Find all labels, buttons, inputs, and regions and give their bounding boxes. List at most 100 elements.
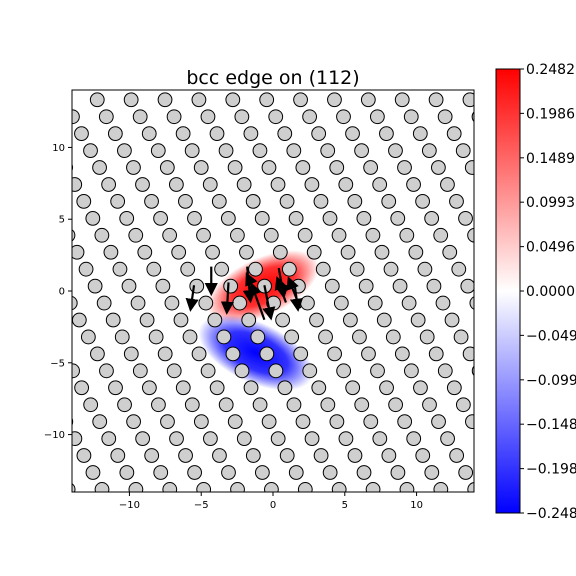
atom-marker xyxy=(483,195,497,209)
atom-marker xyxy=(297,482,313,492)
atom-marker xyxy=(72,417,74,426)
atom-marker xyxy=(153,465,169,480)
atom-marker xyxy=(322,210,338,226)
atom-marker xyxy=(349,261,365,277)
atom-marker xyxy=(365,227,381,243)
atom-marker xyxy=(209,126,225,142)
atom-marker xyxy=(132,109,148,125)
atom-marker xyxy=(446,380,462,396)
atom-marker xyxy=(354,397,370,413)
atom-marker xyxy=(202,177,218,192)
atom-marker xyxy=(425,90,429,91)
atom-marker xyxy=(394,346,410,362)
atom-marker xyxy=(72,363,80,379)
atom-marker xyxy=(83,143,98,158)
atom-marker xyxy=(216,329,232,345)
atom-marker xyxy=(442,244,458,260)
atom-marker xyxy=(52,466,66,480)
atom-marker xyxy=(198,295,214,311)
atom-marker xyxy=(315,261,331,277)
colorbar-ticks: 0.2482 0.1986 0.1489 0.0993 0.0496 0.0000 −0.0… xyxy=(520,62,576,522)
atom-marker xyxy=(119,465,135,480)
y-axis: −10 −5 0 5 10 xyxy=(44,143,72,441)
atom-marker xyxy=(484,449,498,463)
atom-marker xyxy=(397,414,413,430)
atom-marker xyxy=(166,363,182,379)
atom-marker xyxy=(318,329,333,345)
atom-marker xyxy=(50,398,64,412)
atom-marker xyxy=(369,109,385,125)
atom-marker xyxy=(86,90,90,91)
atom-marker xyxy=(200,363,216,379)
displacement-arrows xyxy=(185,266,304,321)
atom-marker xyxy=(404,363,419,379)
atom-marker xyxy=(374,244,390,260)
atom-marker xyxy=(225,92,241,108)
atom-marker xyxy=(175,380,191,396)
atom-marker xyxy=(110,448,126,463)
displacement-arrow xyxy=(274,276,288,303)
atom-marker xyxy=(270,431,286,446)
atom-marker xyxy=(151,397,166,413)
atom-marker xyxy=(243,380,259,396)
atom-marker xyxy=(108,380,123,396)
colorbar-tick-label: −0.2482 xyxy=(526,506,576,522)
colorbar-tick-label: −0.0993 xyxy=(526,373,576,389)
atom-marker xyxy=(76,448,92,463)
atom-marker xyxy=(277,126,293,142)
atom-marker xyxy=(214,261,229,277)
atom-marker xyxy=(467,482,474,492)
atom-marker xyxy=(284,329,300,345)
atom-marker xyxy=(426,278,442,294)
atom-marker xyxy=(347,194,363,209)
colorbar-tick-label: 0.0000 xyxy=(526,284,575,300)
atom-marker xyxy=(94,482,110,492)
atom-marker xyxy=(112,261,128,277)
atom-marker xyxy=(309,312,324,328)
atom-marker xyxy=(218,397,234,413)
atom-marker xyxy=(424,210,440,226)
atom-marker xyxy=(146,261,162,277)
atom-marker xyxy=(435,295,451,311)
atom-marker xyxy=(90,346,105,362)
atom-marker xyxy=(279,194,295,209)
atom-marker xyxy=(137,244,153,260)
atom-marker xyxy=(230,227,245,243)
atom-marker xyxy=(451,261,467,277)
atom-marker xyxy=(72,244,85,260)
atom-marker xyxy=(459,90,463,91)
atom-marker xyxy=(164,295,180,311)
atom-marker xyxy=(392,278,408,294)
atom-marker xyxy=(117,397,132,413)
atom-marker xyxy=(394,92,410,108)
atom-marker xyxy=(390,210,406,226)
atom-marker xyxy=(178,194,193,209)
atom-marker xyxy=(128,482,144,492)
atom-marker xyxy=(72,483,76,492)
atom-marker xyxy=(171,244,187,260)
atom-marker xyxy=(141,380,157,396)
atom-marker xyxy=(85,465,101,480)
atom-marker xyxy=(263,227,279,243)
atom-marker xyxy=(336,363,352,379)
atom-marker xyxy=(383,261,399,277)
atom-marker xyxy=(320,143,336,158)
atom-marker xyxy=(157,346,173,362)
x-tick-label: −10 xyxy=(119,500,140,511)
y-tick-label: 5 xyxy=(59,215,65,226)
atom-marker xyxy=(311,126,327,142)
atom-marker xyxy=(313,448,329,463)
atom-marker xyxy=(385,329,401,345)
chart-title: bcc edge on (112) xyxy=(186,67,359,89)
atom-marker xyxy=(417,261,433,277)
atom-marker xyxy=(324,278,340,294)
atom-marker xyxy=(406,431,422,446)
atom-marker xyxy=(460,278,474,294)
y-tick-label: 10 xyxy=(52,143,65,154)
atom-marker xyxy=(225,346,241,362)
atom-marker xyxy=(223,278,239,294)
atom-marker xyxy=(243,126,259,142)
atom-marker xyxy=(306,244,322,260)
colorbar-tick-label: 0.1489 xyxy=(526,151,575,167)
